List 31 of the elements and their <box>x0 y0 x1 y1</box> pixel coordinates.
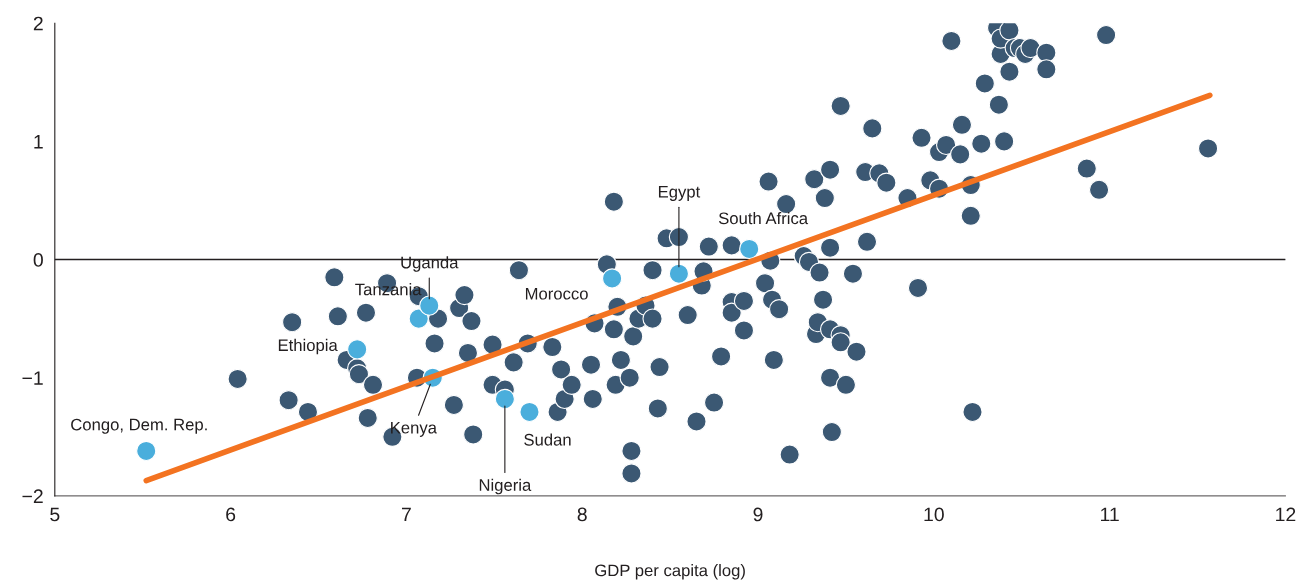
point <box>136 440 157 462</box>
x-tick-label: 10 <box>924 507 944 522</box>
annotation: Kenya <box>391 421 437 437</box>
x-axis-title: GDP per capita (log) <box>595 564 745 580</box>
y-tick-label: 1 <box>34 135 43 149</box>
point <box>494 388 515 410</box>
x-tick-label: 12 <box>1276 507 1296 522</box>
y-tick-label: −2 <box>22 489 43 503</box>
point <box>347 339 368 360</box>
x-tick-label: 8 <box>577 507 587 522</box>
annotation: Nigeria <box>479 478 532 495</box>
point <box>739 238 760 260</box>
point <box>519 401 540 423</box>
x-tick-label: 9 <box>753 507 763 522</box>
y-tick-label: 0 <box>33 253 43 267</box>
annotation: Morocco <box>525 287 588 300</box>
annotation: Congo, Dem. Rep. <box>71 418 207 434</box>
annotation: South Africa <box>718 211 809 225</box>
x-tick-label: 11 <box>1101 507 1119 522</box>
y-tick-label: 2 <box>33 16 43 31</box>
point <box>419 295 440 316</box>
x-tick-label: 6 <box>226 507 236 522</box>
x-tick-label: 7 <box>402 507 411 522</box>
y-tick-label: −1 <box>22 371 43 385</box>
point <box>601 268 623 289</box>
point <box>408 308 429 329</box>
x-tick-label: 5 <box>50 507 60 522</box>
point <box>668 263 690 284</box>
annotation: Sudan <box>524 433 571 446</box>
annotation: Egypt <box>658 186 701 201</box>
annotation: Ethiopia <box>278 338 338 355</box>
